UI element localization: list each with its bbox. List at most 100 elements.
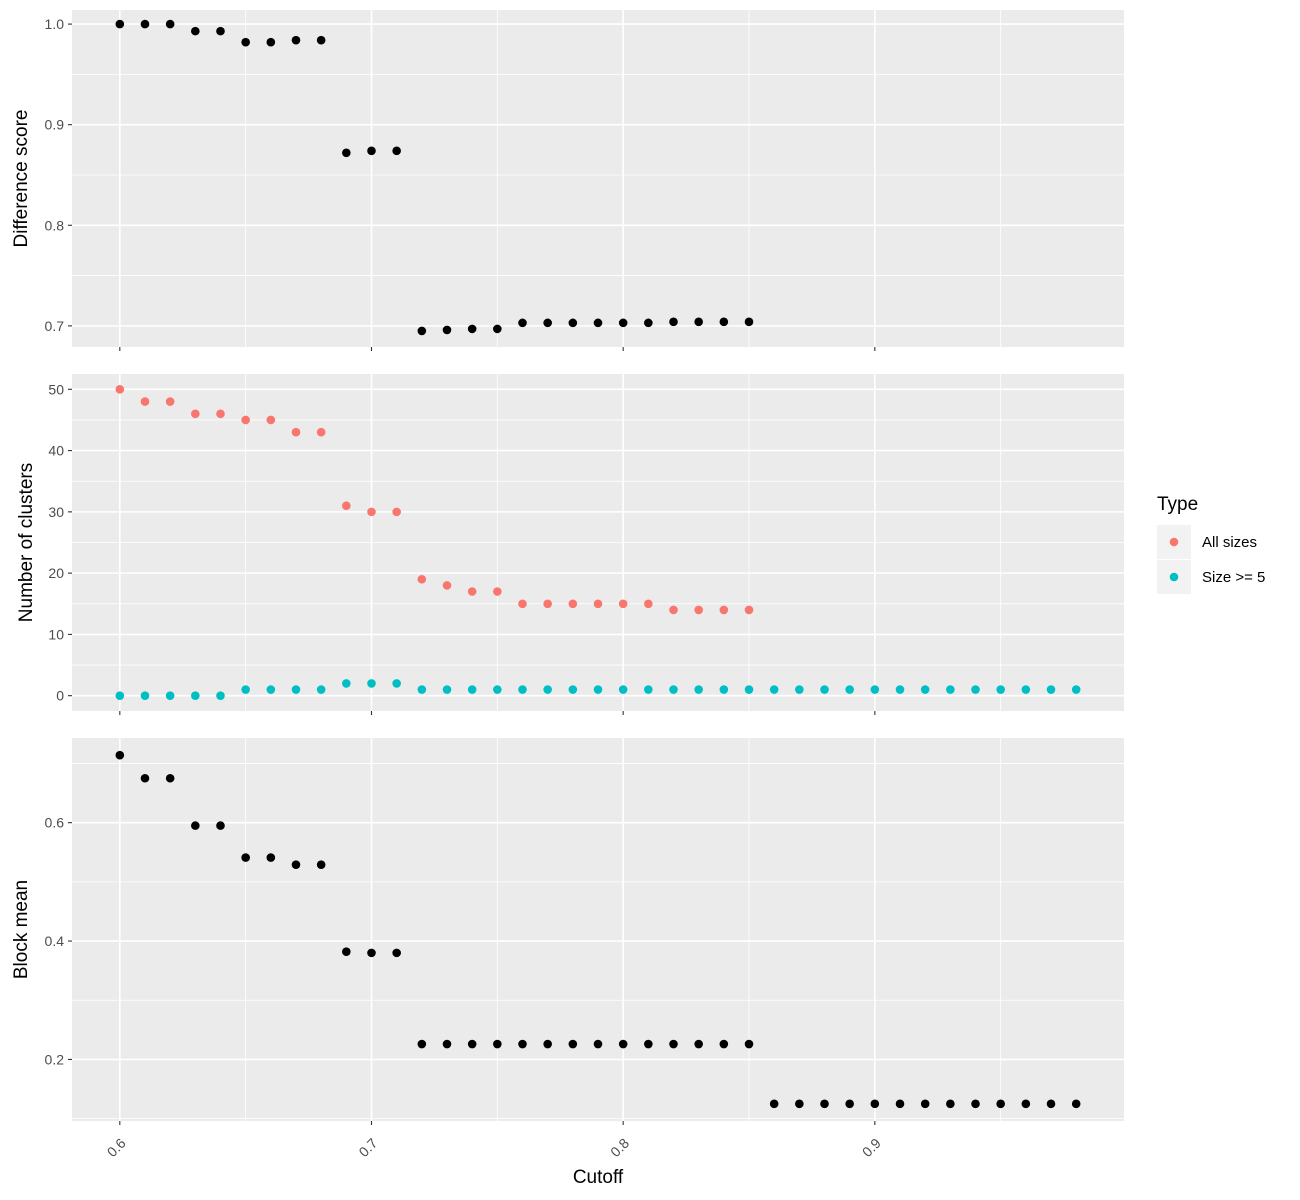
- data-point: [618, 599, 628, 609]
- data-point: [568, 685, 578, 694]
- data-point: [644, 599, 653, 609]
- data-point: [870, 685, 880, 694]
- data-point: [467, 1039, 477, 1049]
- data-point: [467, 685, 477, 694]
- data-point: [1046, 1099, 1056, 1109]
- data-point: [845, 685, 854, 694]
- data-point: [769, 685, 779, 694]
- panel-middle: 0 10 20 30 40 50 Number of clusters: [16, 374, 1124, 715]
- data-point: [946, 685, 955, 694]
- data-point: [593, 318, 603, 328]
- data-point: [920, 1099, 930, 1109]
- data-point: [165, 397, 175, 406]
- y-tick-label: 0.6: [45, 815, 65, 831]
- y-tick-label: 0.2: [45, 1051, 65, 1067]
- data-point: [216, 821, 225, 830]
- data-point: [241, 853, 250, 862]
- data-point: [518, 318, 527, 328]
- data-point: [669, 317, 678, 327]
- data-point: [165, 691, 175, 700]
- data-point: [820, 685, 829, 694]
- data-point: [316, 427, 326, 437]
- data-point: [266, 685, 276, 694]
- data-point: [644, 1039, 653, 1049]
- data-point: [543, 685, 552, 694]
- data-point: [493, 324, 502, 334]
- data-point: [493, 1039, 502, 1049]
- data-point: [442, 581, 452, 590]
- data-point: [316, 685, 326, 694]
- y-tick-label: 0.7: [45, 318, 65, 334]
- data-point: [618, 685, 628, 694]
- legend-entry-label: Size >= 5: [1202, 569, 1265, 586]
- data-point: [291, 427, 301, 437]
- data-point: [291, 35, 301, 45]
- data-point: [644, 685, 653, 694]
- data-point: [518, 685, 527, 694]
- data-point: [996, 685, 1005, 694]
- legend-key-point: [1169, 537, 1179, 547]
- data-point: [241, 685, 250, 694]
- data-point: [820, 1099, 829, 1109]
- data-point: [795, 685, 804, 694]
- data-point: [593, 599, 603, 609]
- data-point: [593, 1039, 603, 1049]
- data-point: [644, 318, 653, 328]
- data-point: [392, 146, 401, 156]
- data-point: [518, 1039, 527, 1049]
- data-point: [266, 37, 276, 47]
- y-tick-label: 10: [48, 626, 64, 642]
- data-point: [493, 587, 502, 596]
- panel-background: [72, 10, 1124, 347]
- data-point: [367, 948, 376, 958]
- data-point: [216, 409, 225, 419]
- data-point: [191, 409, 200, 419]
- panel-bottom: 0.2 0.4 0.6 Block mean 0.6 0.7 0.8 0.9 Cutoff: [11, 738, 1124, 1188]
- y-tick-label: 0: [56, 688, 64, 704]
- y-axis-label: Block mean: [11, 880, 32, 979]
- y-tick-label: 20: [48, 565, 64, 581]
- y-axis-label: Number of clusters: [16, 463, 37, 622]
- data-point: [191, 26, 200, 36]
- data-point: [442, 685, 452, 694]
- data-point: [291, 860, 301, 869]
- legend-title: Type: [1157, 494, 1198, 515]
- y-tick-label: 0.9: [45, 117, 65, 133]
- data-point: [719, 605, 729, 615]
- data-point: [719, 685, 729, 694]
- data-point: [744, 317, 754, 327]
- data-point: [669, 1039, 678, 1049]
- data-point: [115, 750, 125, 760]
- data-point: [392, 679, 401, 688]
- data-point: [191, 691, 200, 700]
- data-point: [1021, 1099, 1031, 1109]
- data-point: [115, 19, 125, 29]
- data-point: [593, 685, 603, 694]
- data-point: [895, 1099, 905, 1109]
- legend-entry-label: All sizes: [1202, 534, 1257, 551]
- data-point: [669, 685, 678, 694]
- y-tick-label: 1.0: [45, 16, 65, 32]
- data-point: [870, 1099, 880, 1109]
- data-point: [694, 1039, 703, 1049]
- data-point: [291, 685, 301, 694]
- data-point: [367, 679, 376, 688]
- data-point: [845, 1099, 854, 1109]
- data-point: [316, 860, 326, 869]
- data-point: [996, 1099, 1005, 1109]
- data-point: [669, 605, 678, 615]
- data-point: [518, 599, 527, 609]
- data-point: [442, 1039, 452, 1049]
- data-point: [719, 317, 729, 327]
- data-point: [165, 19, 175, 29]
- data-point: [266, 415, 276, 425]
- data-point: [694, 685, 703, 694]
- data-point: [719, 1039, 729, 1049]
- data-point: [241, 415, 250, 425]
- data-point: [543, 318, 552, 328]
- data-point: [216, 691, 225, 700]
- data-point: [744, 605, 754, 615]
- x-tick-label: 0.9: [859, 1135, 884, 1160]
- data-point: [744, 685, 754, 694]
- data-point: [241, 37, 250, 47]
